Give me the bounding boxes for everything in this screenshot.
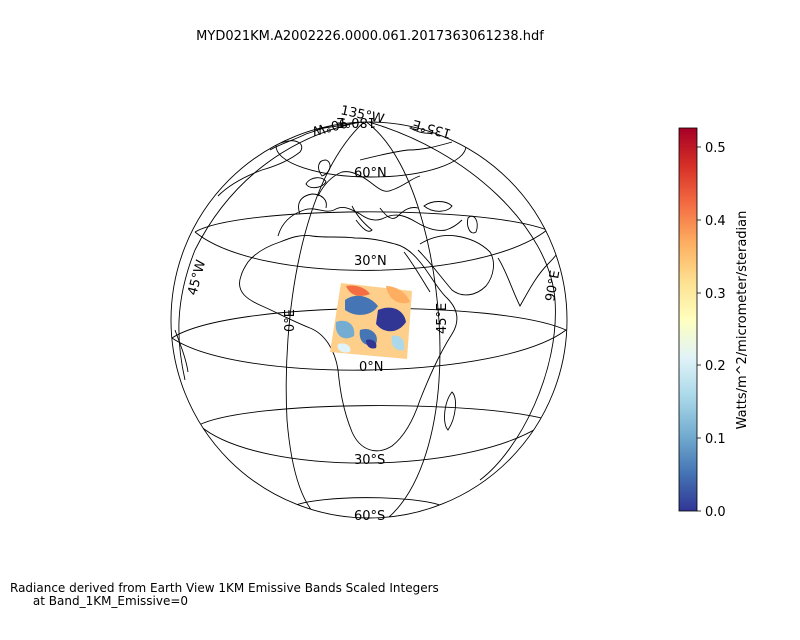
label-45w: 45°W: [185, 258, 209, 297]
figure-title: MYD021KM.A2002226.0000.061.2017363061238…: [196, 29, 544, 44]
swath-patch-9: [337, 343, 351, 353]
coastlines: [174, 122, 567, 452]
label-135e: 135°E: [411, 116, 453, 141]
label-90w: 90°W: [310, 114, 349, 138]
coast-south-america: [174, 329, 189, 373]
swath-patch-8: [366, 339, 377, 349]
meridian-45w: [178, 122, 366, 381]
label-30n: 30°N: [354, 254, 387, 269]
meridian-45e: [364, 122, 441, 518]
graticule-labels: 60°N 30°N 0°N 30°S 60°S 45°W 0°E 45°E 90…: [185, 103, 563, 524]
colorbar-tick-label: 0.5: [705, 141, 726, 156]
coast-uk: [318, 159, 331, 177]
coast-africa: [239, 235, 458, 452]
label-60s: 60°S: [354, 509, 385, 524]
colorbar-tick-label: 0.0: [705, 505, 726, 520]
label-0e: 0°E: [283, 309, 298, 332]
colorbar: 0.0 0.1 0.2 0.3 0.4 0.5 Watts/m^2/microm…: [678, 127, 750, 520]
coast-arabia: [417, 235, 494, 296]
meridian-90e: [364, 122, 556, 481]
coast-scandinavia: [317, 171, 421, 197]
label-180e: 180°E: [336, 114, 376, 129]
label-30s: 30°S: [354, 453, 385, 468]
coast-europe: [277, 207, 463, 237]
colorbar-tick-label: 0.1: [705, 432, 726, 447]
coast-caspian: [467, 215, 478, 234]
colorbar-ticks: [697, 146, 701, 512]
swath-patch-1: [345, 295, 378, 315]
coast-iberia: [298, 193, 327, 215]
radiance-swath: [330, 283, 412, 359]
colorbar-tick-label: 0.2: [705, 359, 726, 374]
swath-patch-2: [376, 307, 406, 332]
coast-madagascar: [444, 391, 456, 431]
caption-line-2: at Band_1KM_Emissive=0: [10, 594, 189, 608]
label-0n: 0°N: [359, 360, 384, 375]
coast-red-sea: [403, 251, 431, 293]
label-60n: 60°N: [354, 166, 387, 181]
figure-caption: Radiance derived from Earth View 1KM Emi…: [10, 582, 439, 608]
coast-balkans: [379, 207, 419, 219]
label-90e: 90°E: [543, 269, 563, 302]
colorbar-tick-label: 0.3: [705, 287, 726, 302]
colorbar-axis-label: Watts/m^2/micrometer/steradian: [735, 211, 750, 430]
coast-arctic-1: [359, 141, 453, 161]
swath-patch-7: [391, 335, 405, 351]
coast-black-sea: [423, 201, 453, 212]
coast-iceland: [305, 177, 327, 189]
label-45e: 45°E: [435, 303, 450, 334]
caption-line-1: Radiance derived from Earth View 1KM Emi…: [10, 581, 439, 595]
coast-italy: [351, 205, 373, 232]
swath-patch-6: [346, 285, 370, 296]
meridian-0e: [285, 122, 366, 518]
colorbar-tick-label: 0.4: [705, 214, 726, 229]
swath-patch-5: [386, 286, 410, 304]
swath-patch-3: [335, 320, 355, 339]
colorbar-gradient: [678, 127, 698, 512]
